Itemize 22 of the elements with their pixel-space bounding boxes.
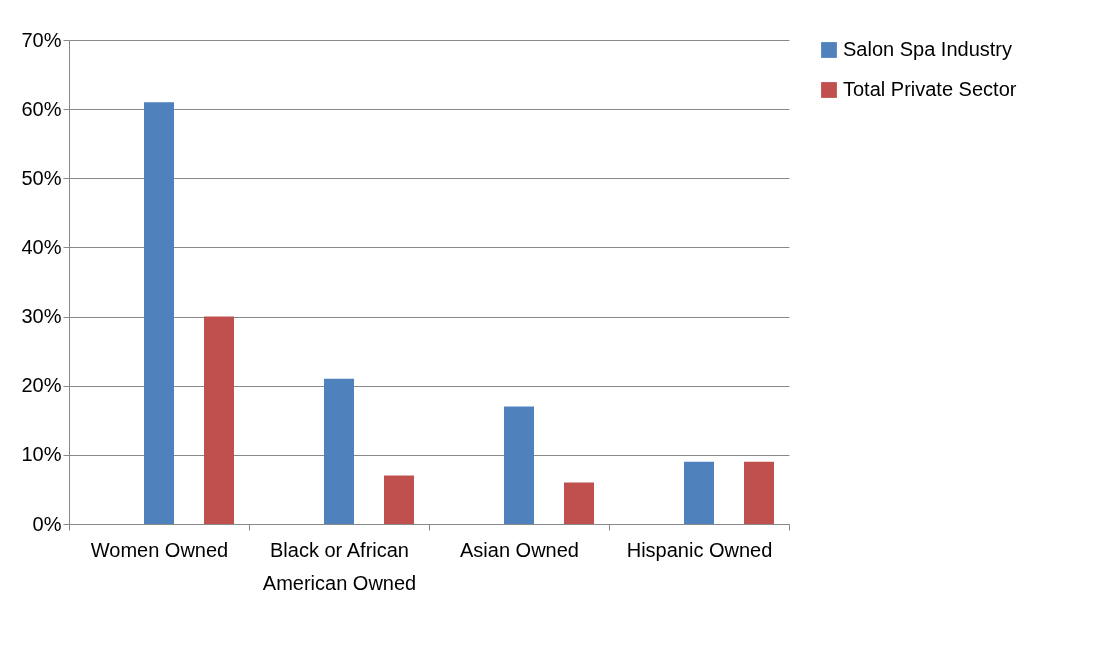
x-tick-label: Black or African American Owned bbox=[262, 538, 417, 594]
bar bbox=[504, 406, 534, 524]
x-tick-label: Women Owned bbox=[90, 538, 229, 561]
bar bbox=[204, 316, 234, 524]
y-tick-label: 60% bbox=[21, 97, 62, 120]
bar bbox=[564, 482, 594, 524]
y-tick-label: 30% bbox=[21, 305, 62, 328]
y-tick-label: 0% bbox=[32, 512, 62, 535]
legend-label: Total Private Sector bbox=[843, 78, 1017, 100]
legend-label: Salon Spa Industry bbox=[843, 38, 1012, 60]
bar bbox=[384, 475, 414, 524]
bar bbox=[144, 102, 174, 524]
bar bbox=[324, 378, 354, 524]
y-tick-label: 20% bbox=[21, 374, 62, 397]
x-tick-label: Hispanic Owned bbox=[626, 538, 773, 561]
bar bbox=[684, 461, 714, 524]
x-tick-label: Asian Owned bbox=[460, 538, 579, 561]
y-tick-label: 10% bbox=[21, 443, 62, 466]
y-tick-label: 50% bbox=[21, 166, 62, 189]
y-tick-label: 70% bbox=[21, 28, 62, 51]
y-tick-label: 40% bbox=[21, 235, 62, 258]
bar bbox=[744, 461, 774, 524]
